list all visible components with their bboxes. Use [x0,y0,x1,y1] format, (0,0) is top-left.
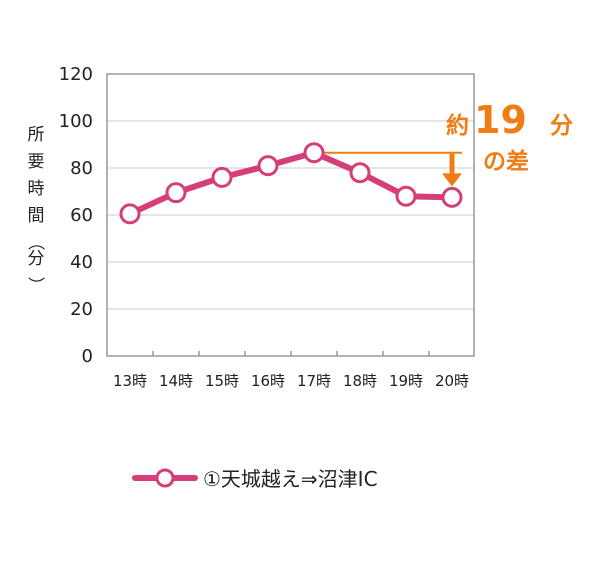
x-tick-label: 13時 [113,372,147,390]
x-tick-labels: 13時 14時 15時 16時 17時 18時 19時 20時 [113,372,469,390]
data-point [257,155,279,177]
x-tick-label: 20時 [435,372,469,390]
data-point [165,182,187,204]
y-axis-label-char: ） [25,277,45,294]
annotation-number: 19 [474,98,527,142]
x-tick-label: 19時 [389,372,423,390]
data-point [119,203,141,225]
legend: ①天城越え⇒沼津IC [132,467,378,491]
y-tick-label: 0 [82,346,93,367]
annotation-suffix: の差 [483,148,529,175]
x-tick-label: 15時 [205,372,239,390]
legend-marker [155,468,175,488]
annotation-prefix: 約 [446,112,469,139]
y-axis-label-char: 間 [28,206,45,226]
x-tick-label: 16時 [251,372,285,390]
data-point [441,186,463,208]
annotation-unit: 分 [550,113,573,139]
data-point [211,166,233,188]
annotation-arrow-head [442,173,462,187]
y-axis-label-char: 分 [28,249,45,269]
y-tick-label: 120 [59,64,93,85]
y-axis-label-char: 所 [28,125,45,145]
y-axis-label-char: 時 [28,179,45,199]
x-tick-marks [152,351,430,356]
data-point [395,185,417,207]
difference-annotation: 約 19 分 の差 [314,98,573,187]
x-tick-label: 14時 [159,372,193,390]
y-tick-label: 60 [70,205,93,226]
x-tick-label: 17時 [297,372,331,390]
y-tick-labels: 0 20 40 60 80 100 120 [59,64,93,367]
y-tick-label: 80 [70,158,93,179]
y-tick-label: 20 [70,299,93,320]
data-point [349,162,371,184]
x-tick-label: 18時 [343,372,377,390]
data-point [303,142,325,164]
series-layer [119,142,463,225]
y-axis-label-char: （ [25,234,45,251]
grid-lines [107,120,474,310]
y-tick-label: 100 [59,111,93,132]
y-axis-label-char: 要 [28,152,45,172]
y-tick-label: 40 [70,252,93,273]
legend-label: ①天城越え⇒沼津IC [203,467,378,491]
